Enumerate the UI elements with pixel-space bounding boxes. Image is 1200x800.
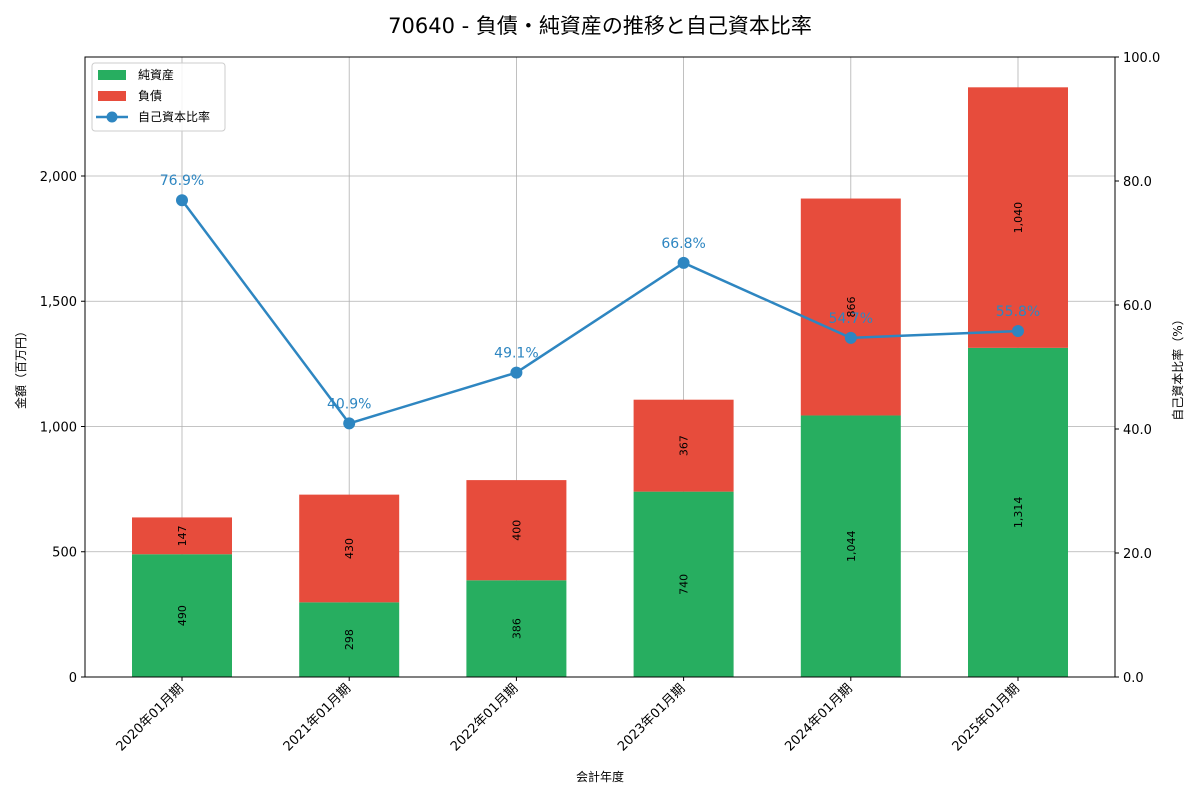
bar-net-assets <box>299 602 400 677</box>
bar-net-assets <box>968 347 1068 677</box>
plot-frame <box>84 56 1116 678</box>
y-axis-right: 0.0 20.0 40.0 60.0 80.0 100.0 <box>1115 51 1160 686</box>
chart-title: 70640 - 負債・純資産の推移と自己資本比率 <box>388 14 812 38</box>
y-tick-label: 0 <box>69 671 77 686</box>
y-right-tick-label: 100.0 <box>1123 51 1160 66</box>
x-axis: 2020年01月期 2021年01月期 2022年01月期 2023年01月期 2024… <box>114 677 1023 755</box>
bar-label-net-assets: 298 <box>343 629 356 650</box>
ratio-marker <box>176 194 188 207</box>
y-right-tick-label: 60.0 <box>1123 299 1152 314</box>
ratio-label: 55.8% <box>996 304 1040 320</box>
y-axis-left-label: 金額（百万円） <box>13 325 28 409</box>
bar-net-assets <box>800 415 901 677</box>
ratio-label: 54.7% <box>829 311 873 327</box>
ratio-label: 40.9% <box>327 396 371 412</box>
bar-label-liabilities: 430 <box>343 538 356 559</box>
stacked-bars: 490 147 298 430 386 400 740 367 1,044 866 1,314 1,0… <box>132 87 1068 677</box>
legend-label: 自己資本比率 <box>138 109 210 124</box>
y-right-tick-label: 40.0 <box>1123 423 1152 438</box>
x-tick-label: 2021年01月期 <box>281 681 354 754</box>
ratio-marker <box>510 366 523 379</box>
x-tick-label: 2022年01月期 <box>448 681 521 754</box>
gridlines <box>85 57 1115 678</box>
y-right-tick-label: 0.0 <box>1123 671 1144 686</box>
bar-label-liabilities: 400 <box>510 520 523 541</box>
y-right-tick-label: 20.0 <box>1123 547 1152 562</box>
legend-swatch-net-assets <box>98 70 126 80</box>
bar-label-net-assets: 740 <box>678 574 691 595</box>
bar-label-liabilities: 1,040 <box>1012 202 1025 234</box>
x-tick-label: 2023年01月期 <box>615 681 688 754</box>
y-axis-right-label: 自己資本比率（%） <box>1170 313 1185 420</box>
x-tick-label: 2020年01月期 <box>114 681 187 754</box>
legend-swatch-liabilities <box>98 91 126 101</box>
bar-liabilities <box>633 399 734 492</box>
y-right-tick-label: 80.0 <box>1123 175 1152 190</box>
bar-net-assets <box>466 580 567 677</box>
bar-liabilities <box>132 517 232 555</box>
y-axis-left: 0 500 1,000 1,500 2,000 <box>40 170 85 686</box>
bar-label-net-assets: 1,044 <box>845 530 858 562</box>
bar-label-liabilities: 866 <box>845 297 858 318</box>
bar-label-net-assets: 386 <box>510 618 523 639</box>
y-tick-label: 1,000 <box>40 420 77 435</box>
ratio-marker <box>1012 325 1024 338</box>
bar-net-assets <box>132 554 232 677</box>
ratio-marker <box>844 331 857 344</box>
bar-liabilities <box>299 494 400 603</box>
bar-label-net-assets: 1,314 <box>1012 497 1025 529</box>
equity-ratio-line: 76.9% 40.9% 49.1% 66.8% 54.7% 55.8% <box>160 173 1040 430</box>
y-tick-label: 2,000 <box>40 170 77 185</box>
legend-label: 負債 <box>138 88 162 103</box>
x-tick-label: 2024年01月期 <box>782 681 855 754</box>
ratio-marker <box>677 256 690 269</box>
bar-liabilities <box>800 198 901 416</box>
legend-marker <box>106 111 118 123</box>
ratio-label: 49.1% <box>494 346 538 362</box>
x-axis-label: 会計年度 <box>576 769 624 784</box>
bar-label-liabilities: 147 <box>176 525 189 546</box>
bar-liabilities <box>968 87 1068 348</box>
y-tick-label: 500 <box>52 546 77 561</box>
x-tick-label: 2025年01月期 <box>950 681 1023 754</box>
legend-label: 純資産 <box>138 67 174 82</box>
ratio-label: 76.9% <box>160 173 204 189</box>
ratio-marker <box>343 417 356 430</box>
bar-label-net-assets: 490 <box>176 605 189 626</box>
bar-liabilities <box>466 480 567 581</box>
bar-net-assets <box>633 491 734 677</box>
y-tick-label: 1,500 <box>40 295 77 310</box>
ratio-polyline <box>180 199 1019 425</box>
ratio-label: 66.8% <box>661 236 705 252</box>
bar-label-liabilities: 367 <box>678 435 691 456</box>
